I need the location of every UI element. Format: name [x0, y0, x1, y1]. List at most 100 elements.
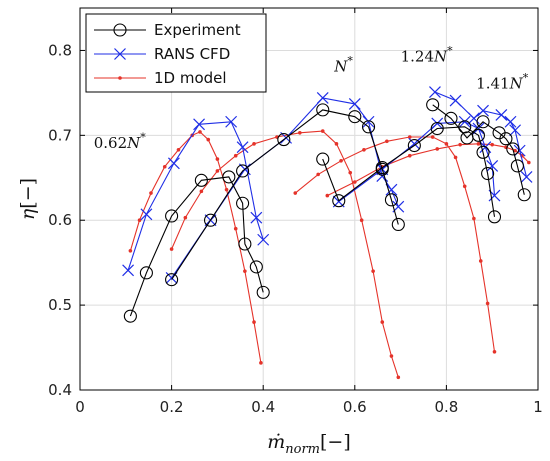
circle-marker: [391, 217, 405, 232]
x-marker: [495, 109, 508, 121]
circle-marker: [165, 273, 179, 287]
circle-marker: [476, 145, 490, 159]
x-marker: [509, 124, 522, 137]
speed-line-coef: 0.62: [94, 134, 127, 152]
dot-marker: [444, 142, 449, 146]
dot-marker: [435, 147, 440, 151]
speed-line-sup: *: [447, 44, 453, 57]
circle-marker: [487, 210, 502, 224]
x-tick-label: 0: [75, 398, 85, 416]
x-marker: [472, 122, 485, 135]
circle-marker: [426, 98, 440, 112]
dot-marker: [353, 180, 357, 184]
dot-marker: [407, 153, 412, 158]
x-marker-stroke: [429, 86, 441, 98]
circle-marker: [499, 132, 513, 146]
dot-marker: [362, 147, 366, 152]
dot-marker: [243, 269, 247, 273]
dot-marker: [492, 350, 497, 354]
dot-marker: [252, 142, 256, 146]
dot-marker: [199, 189, 204, 194]
circle-marker: [316, 103, 330, 117]
x-marker-stroke: [250, 211, 263, 224]
x-marker: [225, 115, 238, 128]
circle-marker: [256, 285, 270, 299]
x-marker: [431, 117, 444, 130]
circle-marker: [249, 260, 263, 274]
y-axis-label: η[−]: [17, 178, 39, 220]
x-marker: [458, 115, 471, 128]
dot-marker: [527, 160, 531, 165]
dot-marker: [396, 375, 401, 380]
circle-marker: [444, 111, 458, 125]
series-curve: [426, 98, 531, 202]
dot-marker: [371, 269, 375, 273]
series-line: [171, 109, 399, 280]
x-tick-label: 0.8: [434, 398, 458, 416]
circle-marker: [238, 237, 252, 251]
x-marker-stroke: [193, 118, 206, 131]
x-marker-stroke: [472, 122, 485, 135]
series-curve: [122, 115, 270, 277]
x-marker: [449, 94, 462, 107]
x-marker: [114, 48, 126, 60]
circle-marker: [384, 193, 398, 207]
dot-marker: [462, 184, 467, 189]
dot-marker: [259, 361, 263, 365]
dot-marker: [252, 320, 256, 324]
y-tick-label: 0.7: [48, 126, 72, 144]
speed-line-label: 0.62N*: [94, 131, 147, 152]
series-curve: [123, 170, 270, 323]
dot-marker: [162, 164, 167, 169]
ticks: 0 0.2 0.4 0.6 0.8 1 0.4 0.5 0.6 0.7 0.8: [48, 8, 543, 416]
y-axis-label-main: η: [17, 208, 39, 220]
circle-marker: [481, 166, 495, 181]
x-marker-stroke: [488, 189, 501, 202]
y-tick-label: 0.8: [48, 41, 72, 59]
x-marker: [486, 159, 499, 172]
x-marker-stroke: [236, 141, 249, 154]
series-line: [127, 121, 264, 271]
speed-line-label: 1.24N*: [401, 44, 454, 65]
x-marker-stroke: [362, 115, 375, 128]
x-marker: [429, 86, 441, 98]
dot-marker: [478, 259, 483, 263]
series-curve: [165, 103, 405, 287]
circle-marker: [236, 196, 250, 210]
speed-line-sup: *: [523, 72, 529, 85]
x-marker: [477, 104, 489, 117]
dot-marker: [380, 320, 385, 324]
dot-marker: [430, 135, 435, 139]
x-marker-stroke: [449, 94, 462, 107]
series-curve: [128, 130, 263, 365]
dot-marker: [215, 169, 220, 173]
speed-line-label: N*: [333, 55, 353, 76]
speed-line-sup: *: [140, 131, 146, 144]
dot-marker: [348, 170, 353, 175]
legend-label: RANS CFD: [154, 45, 230, 63]
annotations: 0.62N*N* 1.24N*1.41N*: [94, 44, 529, 152]
legend-entry: Experiment: [94, 21, 241, 39]
circle-marker: [113, 23, 127, 37]
x-marker-stroke: [114, 48, 126, 60]
dot-marker: [389, 354, 394, 358]
x-marker-stroke: [467, 112, 480, 125]
legend-box: [85, 13, 267, 93]
x-marker-stroke: [477, 104, 489, 117]
x-marker-stroke: [495, 109, 508, 121]
x-marker-stroke: [348, 98, 361, 110]
x-tick-label: 0.6: [343, 398, 367, 416]
series-line: [322, 126, 496, 217]
x-marker: [236, 141, 249, 154]
dot-marker: [359, 218, 364, 223]
x-marker-stroke: [385, 183, 398, 196]
legend-label: Experiment: [154, 21, 241, 39]
x-marker: [122, 264, 135, 277]
circle-marker: [476, 115, 490, 129]
series-line: [129, 131, 262, 363]
dot-marker: [233, 153, 238, 158]
x-marker-stroke: [486, 159, 499, 172]
speed-line-symbol: N: [333, 58, 348, 76]
circle-marker: [222, 170, 236, 184]
